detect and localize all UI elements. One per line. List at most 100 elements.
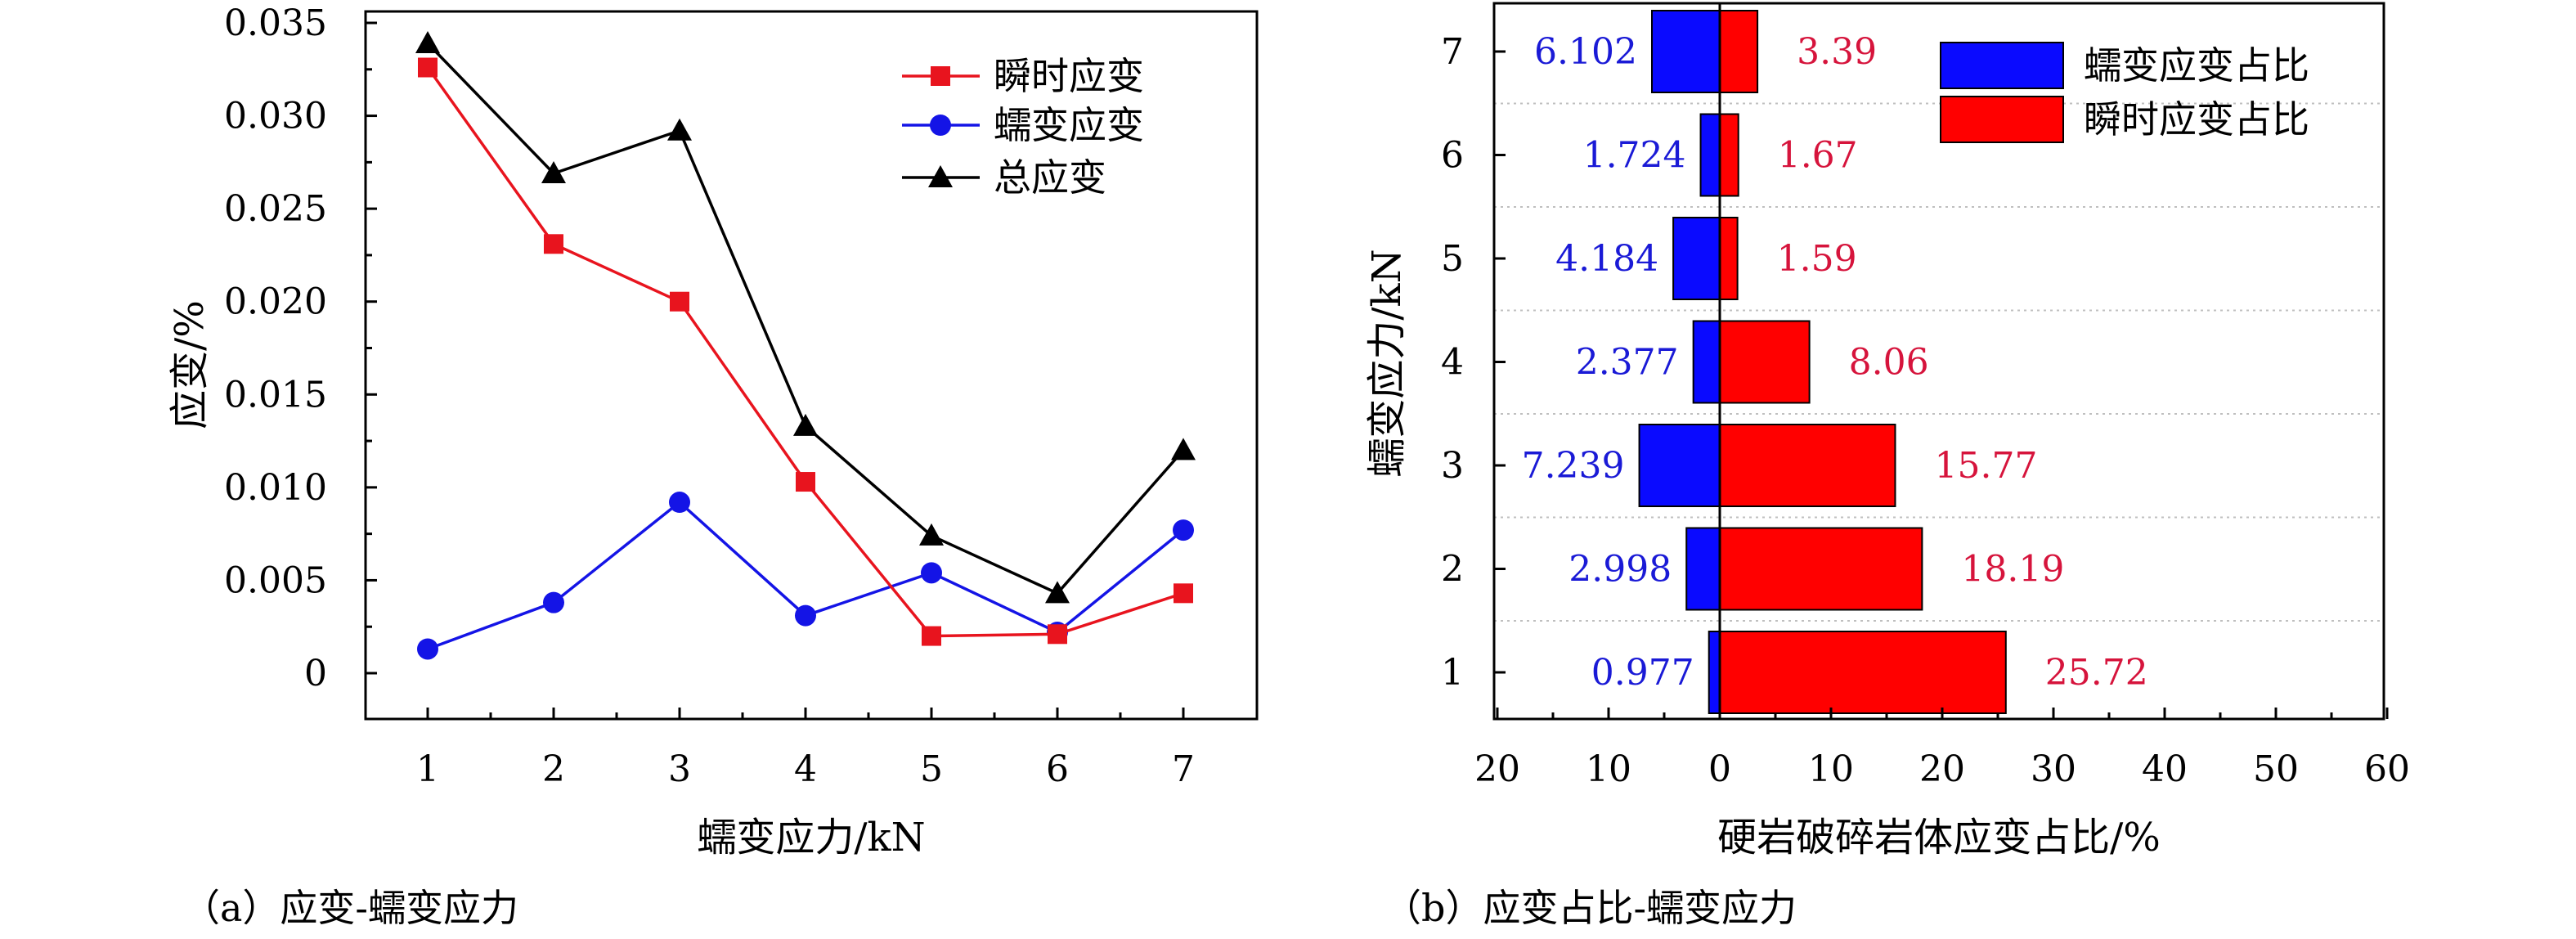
axes: 20 10 0 10 20 30 40 50 60 1 2 3 4 5 6 7 [1441, 31, 2410, 790]
creep-ratio-value-label: 2.377 [1576, 342, 1679, 384]
creep-ratio-value-label: 4.184 [1555, 238, 1658, 280]
creep-ratio-value-label: 1.724 [1583, 135, 1686, 177]
y-tick-label: 7 [1441, 31, 1464, 73]
x-tick-label: 6 [1046, 748, 1069, 790]
y-tick-label: 0.005 [224, 559, 327, 601]
data-point [919, 523, 944, 546]
data-point [667, 118, 692, 141]
data-point [543, 591, 564, 613]
y-tick-label: 0.010 [224, 467, 327, 509]
strain-ratio-vs-creep-stress-chart: 0.977 25.72 2.998 18.19 7.239 15.77 2.377 8.06 4… [1364, 2, 2410, 930]
x-tick-label: 2 [542, 748, 565, 790]
x-tick-label: 7 [1172, 748, 1195, 790]
x-tick-label: 20 [1919, 748, 1965, 790]
legend-swatch [1940, 42, 2064, 89]
data-point [922, 626, 941, 646]
instant-ratio-value-label: 3.39 [1797, 31, 1877, 73]
instant-ratio-bar [1719, 113, 1739, 197]
series-circle [417, 492, 1194, 660]
data-point [796, 472, 815, 492]
series-line [426, 66, 1184, 638]
data-point [1171, 438, 1196, 461]
data-point [544, 234, 563, 254]
creep-ratio-bar [1708, 631, 1721, 714]
y-tick-label: 2 [1441, 549, 1464, 591]
legend-marker [928, 165, 953, 187]
y-tick-label: 0 [304, 653, 327, 694]
y-tick-label: 0.030 [224, 96, 327, 137]
legend-label: 总应变 [994, 155, 1106, 200]
instant-ratio-value-label: 18.19 [1961, 549, 2064, 591]
legend-marker [931, 66, 950, 86]
axes: 0 0.005 0.010 0.015 0.020 0.025 0.030 0.035 1 2 3 4… [224, 2, 1195, 790]
plot-frame [364, 10, 1259, 721]
x-tick-label: 1 [416, 748, 439, 790]
data-point [669, 492, 690, 514]
x-tick-label: 3 [668, 748, 691, 790]
instant-ratio-bar [1719, 631, 2007, 714]
instant-ratio-bar [1719, 10, 1759, 93]
x-tick-label: 60 [2364, 748, 2410, 790]
creep-ratio-value-label: 0.977 [1591, 652, 1694, 694]
y-tick-label: 6 [1441, 135, 1464, 177]
legend-label: 瞬时应变 [994, 54, 1144, 98]
y-tick-label: 0.020 [224, 281, 327, 323]
data-point [670, 291, 689, 312]
series-group [415, 30, 1196, 660]
instant-ratio-value-label: 15.77 [1934, 445, 2037, 487]
strain-vs-creep-stress-chart: 0 0.005 0.010 0.015 0.020 0.025 0.030 0.035 1 2 3 4… [167, 2, 1259, 930]
data-point [541, 160, 566, 183]
legend-marker [930, 115, 951, 136]
x-tick-label: 30 [2031, 748, 2076, 790]
creep-ratio-bar [1685, 527, 1721, 611]
creep-ratio-bar [1651, 10, 1721, 93]
creep-ratio-bar [1672, 217, 1721, 300]
data-point [1174, 583, 1193, 604]
chart-caption: （b）应变占比-蠕变应力 [1384, 886, 1797, 930]
x-tick-label: 4 [794, 748, 817, 790]
series-square [418, 57, 1193, 646]
data-point [415, 30, 440, 53]
creep-ratio-bar [1638, 424, 1721, 507]
y-tick-label: 5 [1441, 238, 1464, 280]
gridlines [1494, 102, 2384, 622]
y-axis-label: 应变/% [167, 300, 213, 429]
instant-ratio-value-label: 1.67 [1778, 135, 1858, 177]
legend-label: 蠕变应变占比 [2084, 43, 2309, 88]
instant-ratio-bar [1719, 320, 1811, 404]
y-tick-label: 3 [1441, 445, 1464, 487]
x-tick-label: 0 [1708, 748, 1731, 790]
data-point [795, 604, 816, 627]
x-axis-label: 硬岩破碎岩体应变占比/% [1717, 815, 2161, 860]
data-point [793, 413, 818, 436]
y-axis-label: 蠕变应力/kN [1364, 249, 1410, 477]
instant-ratio-bar [1719, 527, 1923, 611]
x-axis-label: 蠕变应力/kN [697, 815, 925, 860]
x-tick-label: 40 [2142, 748, 2188, 790]
x-tick-label: 20 [1474, 748, 1520, 790]
creep-ratio-bar [1699, 113, 1721, 197]
instant-ratio-bar [1719, 217, 1739, 300]
instant-ratio-bar [1719, 424, 1896, 507]
data-point [1173, 519, 1194, 541]
y-tick-label: 1 [1441, 652, 1464, 694]
data-point [1048, 624, 1067, 645]
legend-swatch [1940, 96, 2064, 143]
y-tick-label: 4 [1441, 342, 1464, 384]
instant-ratio-value-label: 25.72 [2045, 652, 2148, 694]
y-tick-label: 0.035 [224, 2, 327, 44]
data-point [418, 57, 438, 78]
series-triangle [415, 30, 1196, 604]
chart-caption: （a）应变-蠕变应力 [182, 886, 518, 930]
x-tick-label: 5 [920, 748, 943, 790]
data-point [1045, 581, 1070, 604]
series-line [427, 500, 1185, 651]
x-tick-label: 50 [2253, 748, 2299, 790]
y-tick-label: 0.025 [224, 188, 327, 230]
creep-ratio-value-label: 7.239 [1522, 445, 1625, 487]
creep-ratio-bar [1692, 320, 1721, 404]
instant-ratio-value-label: 1.59 [1777, 238, 1857, 280]
